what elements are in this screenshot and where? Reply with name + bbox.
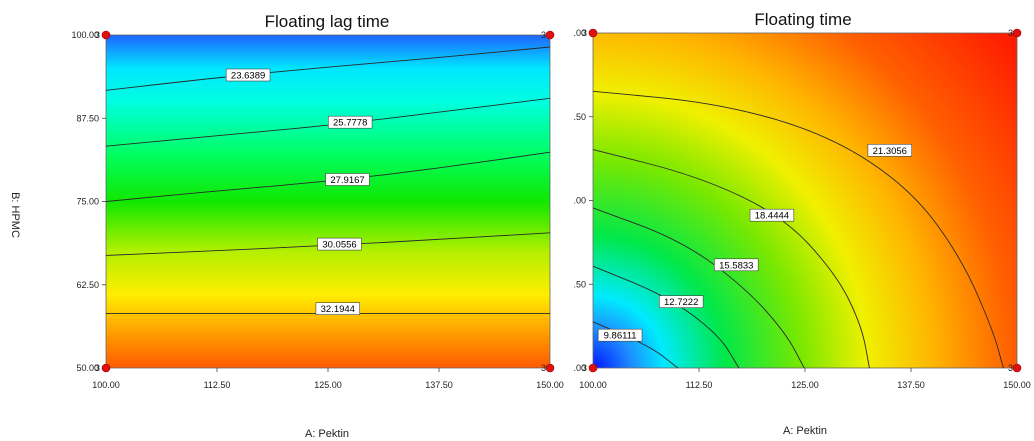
- contour-label: 12.7222: [664, 297, 698, 308]
- contour-label-box: [749, 208, 795, 222]
- contour-label-box: [315, 302, 360, 316]
- contour-label: 25.7778: [333, 118, 367, 129]
- design-point-label: 3: [1008, 28, 1013, 38]
- contour-fill: [592, 32, 1018, 369]
- plot-area: 23.6389 25.7778 27.9167 30.0556 32.1944 100.0…: [71, 30, 563, 390]
- y-tick-label: 62.50: [76, 280, 99, 290]
- contour-label: 27.9167: [330, 175, 364, 186]
- design-point-label: 3: [582, 363, 587, 373]
- design-point: [1012, 28, 1022, 38]
- contour-label-box: [317, 237, 362, 251]
- contour-label-box: [597, 328, 643, 342]
- x-tick-label: 150.00: [536, 380, 564, 390]
- chart-title: Floating time: [754, 10, 851, 29]
- contour-label: 30.0556: [322, 240, 356, 251]
- design-point: [101, 30, 111, 40]
- y-tick-label: 100.00: [71, 30, 99, 40]
- contour-line: [105, 46, 551, 91]
- contour-label-box: [225, 68, 271, 82]
- design-point-label: 3: [95, 30, 100, 40]
- design-point-label: 3: [95, 363, 100, 373]
- contour-label: 15.5833: [719, 260, 753, 271]
- design-point: [545, 30, 555, 40]
- y-tick-label: .50: [573, 279, 586, 289]
- y-tick-label: .50: [573, 112, 586, 122]
- x-tick-label: 137.50: [897, 380, 925, 390]
- y-tick-label: 75.00: [76, 197, 99, 207]
- contour-fill: [105, 34, 551, 369]
- design-point: [101, 363, 111, 373]
- design-point: [588, 363, 598, 373]
- contour-label: 9.86111: [604, 331, 637, 342]
- y-tick-label: 50.00: [76, 363, 99, 373]
- x-axis-label: A: Pektin: [305, 428, 349, 440]
- contour-label-box: [327, 115, 373, 129]
- contour-label: 32.1944: [321, 304, 355, 315]
- contour-line: [592, 90, 1004, 369]
- y-tick-label: .00: [573, 196, 586, 206]
- y-tick-label: .00: [573, 28, 586, 38]
- contour-line: [592, 207, 805, 369]
- x-tick-label: 125.00: [791, 380, 819, 390]
- design-point-label: 3: [582, 28, 587, 38]
- chart-title: Floating lag time: [265, 12, 390, 31]
- chart-floating-lag-time: Floating lag time 23.6389 25.7778 27.9167 3…: [9, 12, 564, 440]
- design-point: [545, 363, 555, 373]
- x-tick-label: 125.00: [314, 380, 342, 390]
- x-axis-label: A: Pektin: [783, 425, 827, 437]
- plot-area: 9.86111 12.7222 15.5833 18.4444 21.3056 100.0…: [573, 28, 1030, 390]
- x-tick-label: 112.50: [204, 380, 231, 390]
- y-tick-label: .00: [573, 363, 586, 373]
- contour-label: 18.4444: [755, 211, 789, 222]
- design-point-label: 3: [541, 363, 546, 373]
- contour-label: 23.6389: [231, 71, 265, 82]
- design-point-label: 3: [1008, 363, 1013, 373]
- contour-line: [592, 265, 740, 369]
- contour-label-box: [867, 144, 913, 157]
- x-tick-label: 150.00: [1003, 380, 1031, 390]
- x-tick-label: 100.00: [92, 380, 120, 390]
- y-tick-label: 87.50: [76, 113, 99, 123]
- design-point: [1012, 363, 1022, 373]
- design-point: [588, 28, 598, 38]
- contour-label: 21.3056: [873, 146, 907, 157]
- x-tick-label: 137.50: [425, 380, 453, 390]
- x-tick-label: 100.00: [579, 380, 607, 390]
- contour-label-box: [714, 258, 759, 272]
- x-tick-label: 112.50: [686, 380, 713, 390]
- design-point-label: 3: [541, 30, 546, 40]
- contour-label-box: [658, 295, 704, 309]
- contour-label-box: [325, 173, 370, 186]
- chart-floating-time: Floating time 9.86111 12.7222 15.5833 18.44…: [573, 10, 1030, 437]
- contour-line: [592, 149, 870, 369]
- y-axis-label: B: HPMC: [9, 192, 21, 238]
